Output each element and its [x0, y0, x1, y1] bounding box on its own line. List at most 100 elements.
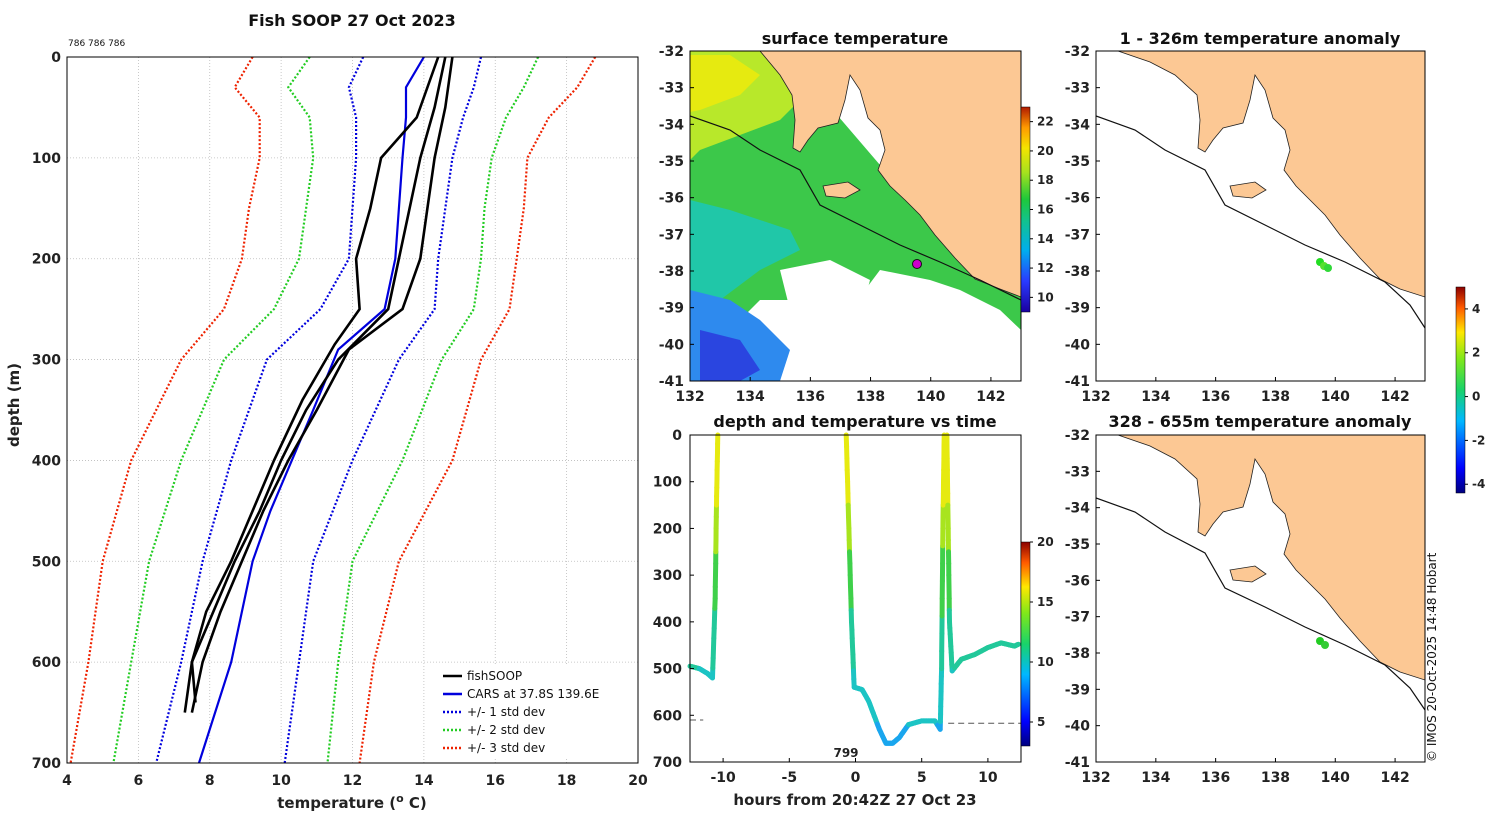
anomaly-shallow-contour [1096, 115, 1425, 329]
profile-top-note: 786 786 786 [68, 39, 126, 49]
profile-line--2-std [326, 56, 540, 764]
anomaly-colorbar [1455, 286, 1466, 494]
legend-1std: +/- 1 std dev [467, 705, 545, 719]
surface-position-marker [912, 259, 922, 269]
surface-land [759, 51, 1021, 298]
time-xtick-label: 10 [978, 770, 998, 786]
anomaly-shallow-land [1117, 51, 1425, 298]
sst-green-field [690, 51, 1021, 380]
surface-xtick-label: 132 [675, 389, 704, 405]
time-ytick-label: 200 [653, 521, 682, 537]
anomaly-deep-ytick-label: -35 [1065, 537, 1090, 553]
surface-ytick-label: -37 [659, 227, 684, 243]
surface-xtick-label: 134 [736, 389, 765, 405]
time-xtick-label: -5 [782, 770, 798, 786]
profile-grid [66, 56, 639, 764]
surface-xtick-label: 136 [796, 389, 825, 405]
profile-axes-box [66, 56, 639, 764]
surface-ytick-label: -36 [659, 191, 684, 207]
anomaly-deep-ticks: 132 134 136 138 140 142 -32 -33 -34 -35 -36 -37 -38 -… [1065, 428, 1410, 786]
sst-warmest-patch [690, 55, 760, 112]
anomaly-shallow-xtick-label: 140 [1321, 389, 1350, 405]
profile-line-fishsoop-3 [190, 56, 440, 703]
time-series [687, 432, 1021, 746]
surface-colorbar-tick-label: 22 [1037, 115, 1054, 129]
profile-line--2-std [112, 56, 315, 764]
surface-colorbar-tick-label: 10 [1037, 290, 1054, 304]
time-grid [690, 719, 1021, 724]
surface-colorbar-tick-label: 12 [1037, 261, 1054, 275]
anomaly-shallow-ticks: 132 134 136 138 140 142 -32 -33 -34 -35 -36 -37 -38 -… [1065, 44, 1410, 405]
anomaly-shallow-ytick-label: -35 [1065, 154, 1090, 170]
time-xtick-label: 5 [917, 770, 927, 786]
surface-colorbar-ticks: 10 12 14 16 18 20 22 [1030, 115, 1054, 304]
anomaly-deep-xtick-label: 138 [1261, 770, 1290, 786]
anomaly-colorbar-tick-label: 0 [1472, 390, 1480, 404]
surface-colorbar-tick-label: 14 [1037, 232, 1054, 246]
anomaly-deep-title: 328 - 655m temperature anomaly [1109, 412, 1412, 431]
anomaly-shallow-ytick-label: -37 [1065, 227, 1090, 243]
surface-ticks: 132 134 136 138 140 142 -32 -33 -34 -35 -36 -37 -38 -… [659, 44, 1006, 405]
profile-xtick-label: 14 [414, 773, 434, 789]
surface-title: surface temperature [762, 29, 949, 48]
anomaly-deep-xtick-label: 132 [1081, 770, 1110, 786]
anomaly-colorbar-tick-label: -4 [1472, 477, 1485, 491]
profile-series [69, 56, 597, 764]
profile-line--1-std [155, 56, 365, 764]
anomaly-shallow-xtick-label: 132 [1081, 389, 1110, 405]
profile-ytick-label: 400 [32, 453, 61, 469]
time-xtick-label: 0 [851, 770, 861, 786]
anomaly-deep-ytick-label: -40 [1065, 719, 1091, 735]
anomaly-shallow-ytick-label: -40 [1065, 337, 1091, 353]
surface-ytick-label: -32 [659, 44, 684, 60]
sst-cloud-gap-1 [780, 260, 870, 330]
time-ytick-label: 0 [672, 428, 682, 444]
surface-ytick-label: -34 [659, 117, 685, 133]
anomaly-deep-xtick-label: 142 [1380, 770, 1409, 786]
profile-line-fishsoop-1 [190, 56, 454, 713]
surface-ytick-label: -33 [659, 81, 684, 97]
time-xlabel: hours from 20:42Z 27 Oct 23 [733, 791, 976, 809]
anomaly-shallow-xtick-label: 138 [1261, 389, 1290, 405]
legend-fishsoop: fishSOOP [467, 669, 522, 683]
surface-ytick-label: -39 [659, 301, 684, 317]
anomaly-shallow-ytick-label: -39 [1065, 301, 1090, 317]
anomaly-shallow-ytick-label: -34 [1065, 117, 1091, 133]
anomaly-colorbar-tick-label: 4 [1472, 302, 1480, 316]
time-ytick-label: 700 [653, 755, 682, 771]
surface-xtick-label: 140 [916, 389, 945, 405]
anomaly-deep-xtick-label: 136 [1201, 770, 1230, 786]
profile-line--1-std [283, 56, 483, 764]
surface-ytick-label: -38 [659, 264, 684, 280]
profile-xtick-label: 10 [271, 773, 291, 789]
legend-cars: CARS at 37.8S 139.6E [467, 687, 599, 701]
time-ytick-label: 600 [653, 708, 682, 724]
surface-colorbar-tick-label: 16 [1037, 203, 1054, 217]
anomaly-shallow-axes-box [1095, 50, 1426, 382]
anomaly-shallow-ytick-label: -32 [1065, 44, 1090, 60]
anomaly-deep-ytick-label: -34 [1065, 501, 1091, 517]
profile-ytick-label: 500 [32, 554, 61, 570]
anomaly-deep-ytick-label: -33 [1065, 464, 1090, 480]
profile-line-fishsoop-2 [183, 56, 447, 713]
anomaly-deep-xtick-label: 134 [1141, 770, 1170, 786]
profile-xtick-label: 8 [205, 773, 215, 789]
profile-xlabel: temperature (o C) [277, 792, 427, 812]
profile-ytick-label: 200 [32, 252, 61, 268]
surface-colorbar-tick-label: 18 [1037, 173, 1054, 187]
surface-colorbar-tick-label: 20 [1037, 144, 1054, 158]
surface-ytick-label: -35 [659, 154, 684, 170]
anomaly-shallow-map [1096, 51, 1425, 329]
sst-cool-patch [690, 200, 800, 320]
anomaly-deep-contour [1096, 497, 1425, 711]
time-colorbar-tick-label: 15 [1037, 595, 1054, 609]
anomaly-shallow-island [1229, 181, 1267, 199]
legend-3std: +/- 3 std dev [467, 741, 545, 755]
anomaly-shallow-ytick-label: -41 [1065, 374, 1090, 390]
anomaly-shallow-title: 1 - 326m temperature anomaly [1120, 29, 1401, 48]
profile-xtick-label: 20 [628, 773, 648, 789]
anomaly-deep-ytick-label: -32 [1065, 428, 1090, 444]
anomaly-deep-xtick-label: 140 [1321, 770, 1350, 786]
